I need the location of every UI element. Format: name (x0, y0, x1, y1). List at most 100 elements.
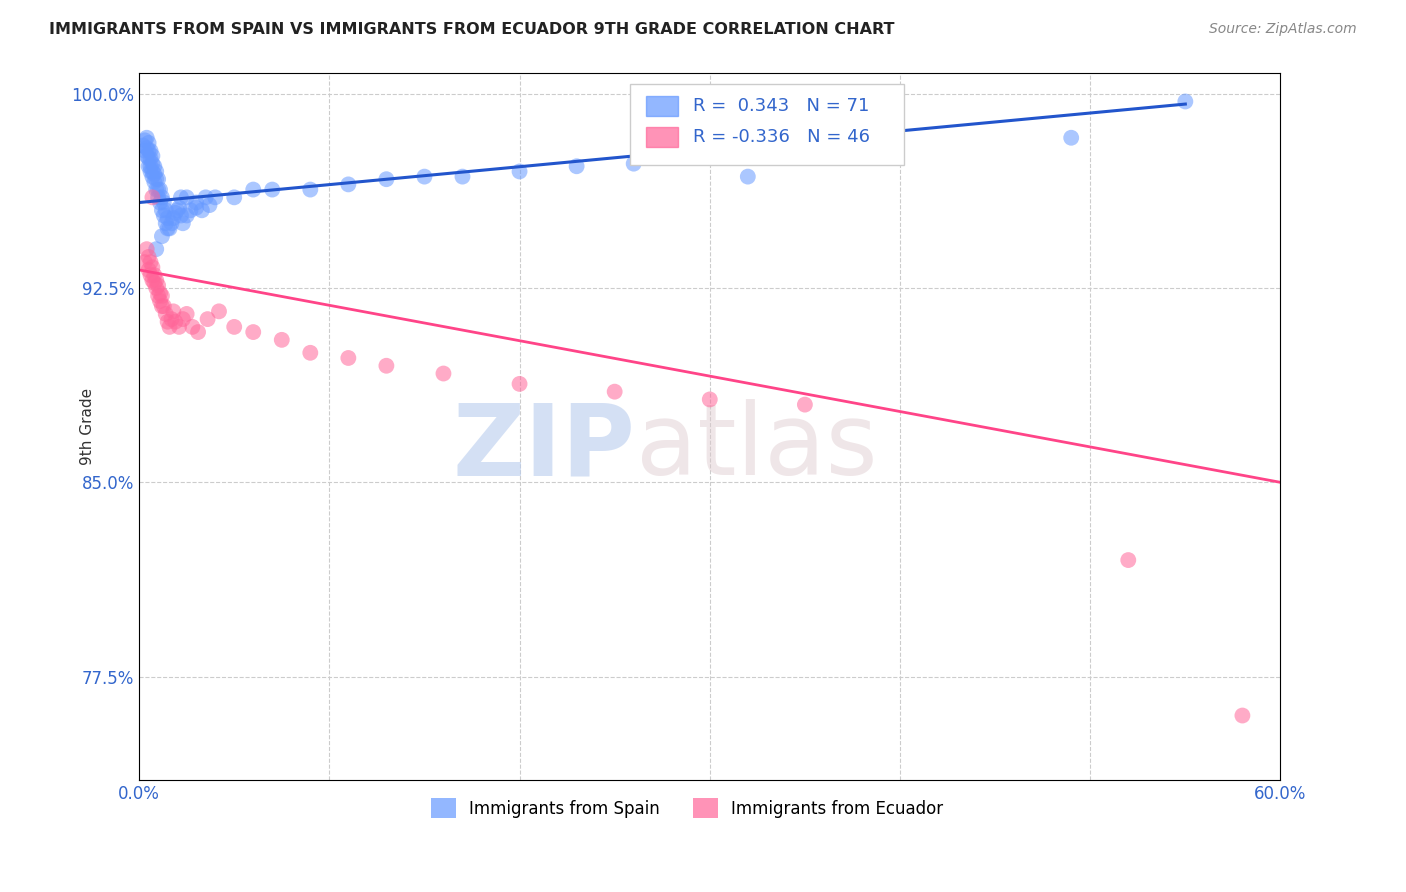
Text: 9th Grade: 9th Grade (80, 388, 96, 466)
Point (134, 133, 156, 147)
Point (135, 242, 157, 256)
Point (149, 293, 172, 308)
Point (699, 392, 721, 407)
Point (165, 315, 187, 329)
Point (141, 164, 163, 178)
Point (150, 190, 173, 204)
Point (145, 273, 167, 287)
Point (143, 159, 166, 173)
Point (432, 367, 454, 381)
Point (337, 178, 360, 192)
Point (162, 304, 184, 318)
Point (150, 289, 173, 303)
Point (150, 299, 173, 313)
Point (145, 172, 167, 186)
Point (623, 156, 645, 170)
Point (186, 195, 208, 210)
Point (167, 319, 190, 334)
Point (170, 190, 193, 204)
Point (134, 144, 156, 158)
Point (262, 183, 284, 197)
Point (187, 325, 209, 339)
Point (141, 260, 163, 275)
Point (176, 307, 198, 321)
Point (153, 209, 176, 223)
Point (146, 183, 169, 197)
Point (145, 164, 167, 178)
Point (198, 198, 221, 212)
Point (299, 346, 322, 360)
Point (197, 312, 219, 326)
Point (565, 159, 588, 173)
Point (191, 203, 214, 218)
Point (242, 183, 264, 197)
Text: atlas: atlas (636, 400, 877, 496)
Point (143, 175, 166, 189)
Point (141, 156, 163, 170)
Text: R =  0.343   N = 71: R = 0.343 N = 71 (693, 97, 869, 115)
Point (270, 333, 292, 347)
Point (155, 203, 177, 218)
Point (194, 190, 217, 204)
Point (138, 159, 160, 173)
Point (737, 169, 759, 184)
Point (138, 250, 160, 264)
Point (179, 203, 201, 218)
Point (156, 211, 179, 225)
Point (132, 138, 155, 153)
Point (167, 201, 190, 215)
Point (153, 195, 176, 210)
Point (135, 130, 157, 145)
Point (159, 221, 181, 235)
Point (139, 159, 162, 173)
Point (134, 255, 156, 269)
Point (1232, 708, 1254, 723)
Point (138, 152, 160, 166)
Point (141, 169, 163, 184)
Point (375, 359, 398, 373)
Point (155, 216, 177, 230)
Point (141, 149, 163, 163)
Text: R = -0.336   N = 46: R = -0.336 N = 46 (693, 128, 870, 145)
Point (139, 144, 162, 158)
Point (186, 201, 208, 215)
Point (204, 190, 226, 204)
Point (150, 203, 173, 218)
Point (156, 221, 179, 235)
Point (1116, 553, 1139, 567)
Point (170, 209, 193, 223)
Point (135, 141, 157, 155)
Point (145, 281, 167, 295)
Point (509, 164, 531, 178)
Point (143, 167, 166, 181)
Legend: Immigrants from Spain, Immigrants from Ecuador: Immigrants from Spain, Immigrants from E… (423, 791, 950, 825)
Point (159, 319, 181, 334)
Point (139, 152, 162, 166)
Point (135, 149, 157, 163)
Point (166, 203, 188, 218)
Point (162, 211, 184, 225)
FancyBboxPatch shape (645, 96, 678, 116)
Point (509, 376, 531, 391)
Point (299, 183, 322, 197)
Point (139, 268, 162, 282)
Point (1174, 95, 1197, 109)
Point (1060, 130, 1083, 145)
Point (172, 312, 194, 326)
Point (181, 319, 204, 334)
Point (155, 307, 177, 321)
Point (242, 325, 264, 339)
Point (165, 206, 187, 220)
Point (224, 319, 246, 334)
Point (150, 229, 173, 244)
Point (138, 144, 160, 158)
Point (145, 183, 167, 197)
Point (160, 216, 183, 230)
Point (208, 304, 231, 318)
Point (224, 190, 246, 204)
Point (141, 273, 163, 287)
Point (603, 384, 626, 399)
Text: ZIP: ZIP (453, 400, 636, 496)
Point (156, 315, 179, 329)
Point (172, 216, 194, 230)
